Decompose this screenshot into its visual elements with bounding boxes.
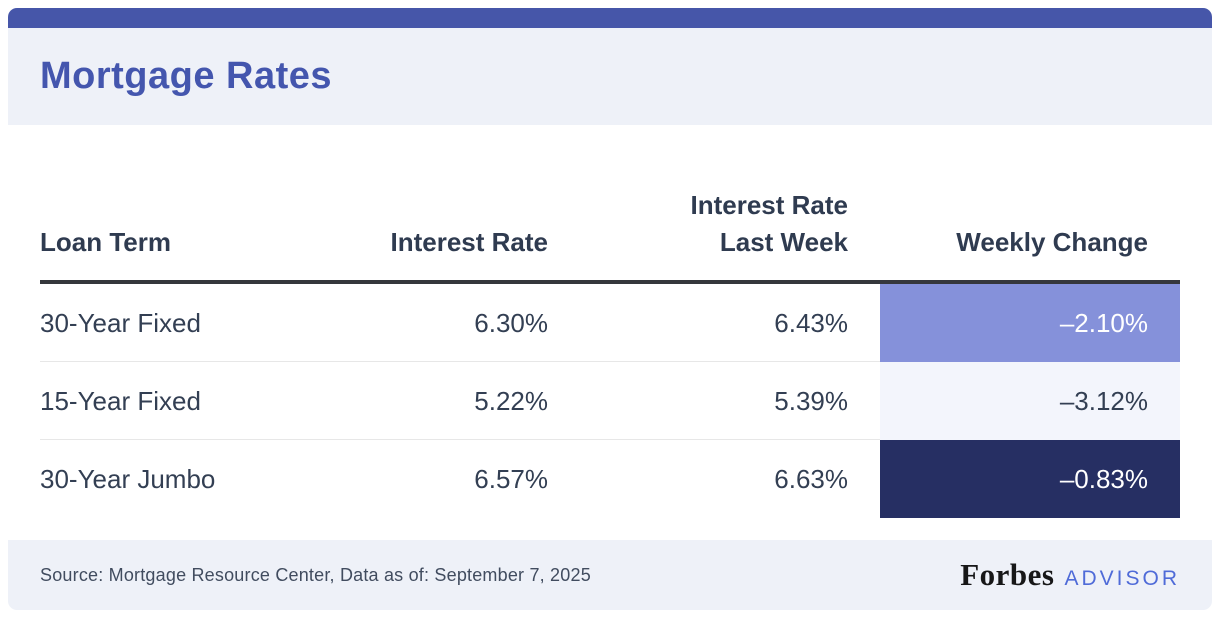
interest-rate-value: 6.30%: [474, 307, 548, 338]
header-last-week-line1: Interest Rate: [690, 189, 849, 220]
last-week-value: 6.43%: [774, 307, 848, 338]
card-header: Mortgage Rates: [8, 28, 1212, 125]
accent-top-bar: [8, 8, 1212, 28]
loan-term-value: 15-Year Fixed: [40, 385, 201, 416]
last-week-value: 6.63%: [774, 463, 848, 494]
rates-table: Loan Term Interest Rate Interest Rate La…: [8, 125, 1212, 518]
weekly-change-cell: –3.12%: [880, 362, 1180, 440]
header-loan-term: Loan Term: [40, 227, 171, 258]
table-row: 30-Year Jumbo 6.57% 6.63% –0.83%: [40, 440, 1180, 518]
header-interest-rate: Interest Rate: [390, 227, 549, 258]
mortgage-rates-card: Mortgage Rates Loan Term Interest Rate I…: [8, 8, 1212, 610]
source-text: Source: Mortgage Resource Center, Data a…: [40, 564, 591, 585]
header-weekly-change: Weekly Change: [956, 227, 1148, 258]
header-last-week: Interest Rate Last Week: [548, 187, 880, 262]
table-row: 15-Year Fixed 5.22% 5.39% –3.12%: [40, 362, 1180, 440]
forbes-advisor-logo: Forbes ADVISOR: [960, 557, 1180, 593]
interest-rate-value: 5.22%: [474, 385, 548, 416]
interest-rate-value: 6.57%: [474, 463, 548, 494]
header-last-week-line2: Last Week: [719, 227, 848, 258]
loan-term-value: 30-Year Jumbo: [40, 463, 216, 494]
loan-term-value: 30-Year Fixed: [40, 307, 201, 338]
table-row: 30-Year Fixed 6.30% 6.43% –2.10%: [40, 284, 1180, 362]
table-header-row: Loan Term Interest Rate Interest Rate La…: [40, 125, 1180, 284]
last-week-value: 5.39%: [774, 385, 848, 416]
forbes-wordmark: Forbes: [960, 557, 1055, 592]
advisor-wordmark: ADVISOR: [1064, 567, 1180, 590]
page-title: Mortgage Rates: [40, 55, 333, 97]
card-footer: Source: Mortgage Resource Center, Data a…: [8, 540, 1212, 610]
weekly-change-cell: –0.83%: [880, 440, 1180, 518]
weekly-change-cell: –2.10%: [880, 284, 1180, 362]
